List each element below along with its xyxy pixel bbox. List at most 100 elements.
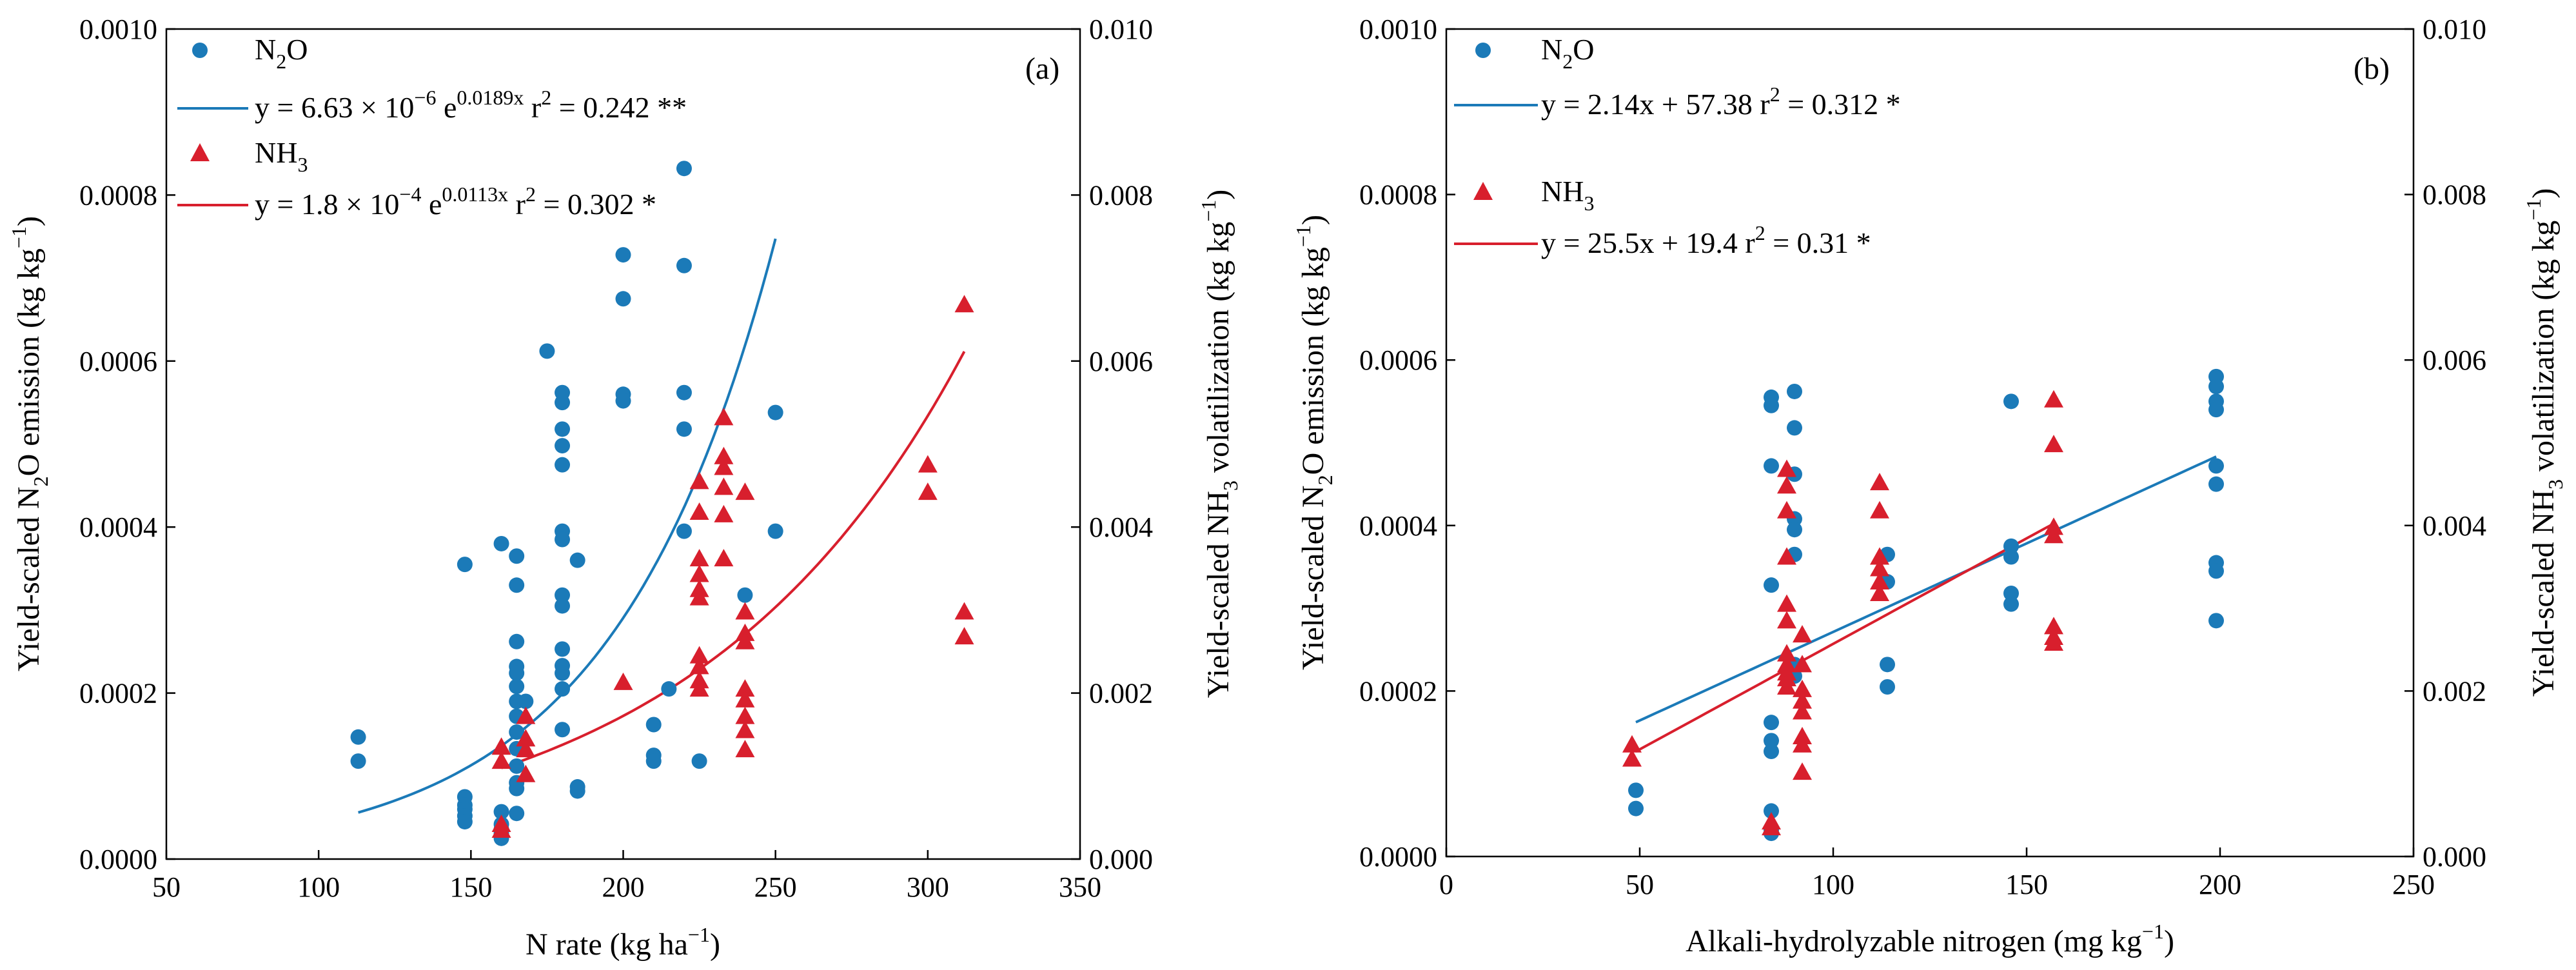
point-n2o xyxy=(2003,596,2019,612)
point-nh3 xyxy=(735,602,755,620)
y-right-tick-label: 0.010 xyxy=(1089,14,1153,45)
point-nh3 xyxy=(516,740,536,758)
legend-n2o-fit-equation: y = 2.14x + 57.38 r2 = 0.312 * xyxy=(1541,83,1901,121)
point-n2o xyxy=(493,804,509,820)
x-tick-label: 250 xyxy=(2392,869,2435,900)
point-n2o xyxy=(676,421,692,437)
legend-nh3-fit-equation: y = 1.8 × 10−4 e0.0113x r2 = 0.302 * xyxy=(255,183,656,221)
point-nh3 xyxy=(516,706,536,724)
panel-a: 50 100 150 200 250 300 350 0.0000 0.0002 0.0004 0.… xyxy=(7,14,1242,962)
point-n2o xyxy=(555,722,571,738)
point-nh3 xyxy=(2044,435,2063,453)
ticks-b: 0 50 100 150 200 250 0.0000 0.0002 0.0004 0.0006 0… xyxy=(1359,14,2486,900)
point-nh3 xyxy=(735,679,755,697)
point-n2o xyxy=(509,758,525,774)
y-right-tick-label: 0.008 xyxy=(2423,179,2486,211)
point-n2o xyxy=(1787,420,1802,436)
point-nh3 xyxy=(491,751,511,769)
point-nh3 xyxy=(735,689,755,708)
point-nh3 xyxy=(1777,476,1796,494)
fit-line-n2o xyxy=(1635,455,2217,724)
point-n2o xyxy=(539,343,555,359)
y-axis-right-label-b: Yield-scaled NH3 volatilization (kg kg−1… xyxy=(2522,188,2567,697)
point-n2o xyxy=(676,257,692,273)
y-left-tick-label: 0.0006 xyxy=(1359,344,1437,376)
point-n2o xyxy=(509,806,525,822)
point-nh3 xyxy=(714,408,734,426)
point-n2o xyxy=(2208,563,2224,579)
point-n2o xyxy=(555,598,571,614)
point-n2o xyxy=(661,681,677,697)
y-left-tick-label: 0.0010 xyxy=(1359,14,1437,45)
point-n2o xyxy=(509,577,525,593)
point-n2o xyxy=(555,641,571,657)
point-n2o xyxy=(518,693,534,709)
point-nh3 xyxy=(714,504,734,522)
point-nh3 xyxy=(954,627,974,645)
y-left-tick-label: 0.0008 xyxy=(79,179,157,211)
point-n2o xyxy=(615,393,631,409)
point-nh3 xyxy=(1793,735,1812,753)
point-nh3 xyxy=(2044,633,2063,651)
y-right-tick-label: 0.002 xyxy=(1089,678,1153,709)
point-nh3 xyxy=(714,549,734,567)
x-axis-label-b: Alkali-hydrolyzable nitrogen (mg kg−1) xyxy=(1686,920,2174,958)
point-n2o xyxy=(2208,476,2224,492)
legend-label-n2o: N2O xyxy=(1541,33,1594,73)
legend-marker-n2o xyxy=(192,43,208,58)
point-n2o xyxy=(555,531,571,548)
point-nh3 xyxy=(1762,818,1781,836)
point-n2o xyxy=(767,523,783,539)
point-n2o xyxy=(509,678,525,695)
point-n2o xyxy=(2208,379,2224,395)
x-axis-label-a: N rate (kg ha−1) xyxy=(526,923,720,962)
point-nh3 xyxy=(918,482,938,500)
x-tick-label: 100 xyxy=(1812,869,1854,900)
point-nh3 xyxy=(491,737,511,755)
point-nh3 xyxy=(1777,500,1796,519)
y-left-tick-label: 0.0000 xyxy=(1359,841,1437,873)
point-nh3 xyxy=(1793,655,1812,673)
x-tick-label: 200 xyxy=(602,871,645,903)
legend-label-nh3: NH3 xyxy=(1541,175,1594,215)
point-n2o xyxy=(767,404,783,421)
point-n2o xyxy=(555,587,571,603)
legend-label-n2o: N2O xyxy=(255,33,308,73)
point-n2o xyxy=(569,552,585,568)
point-nh3 xyxy=(954,602,974,620)
y-right-tick-label: 0.000 xyxy=(1089,844,1153,875)
point-n2o xyxy=(555,421,571,437)
point-nh3 xyxy=(689,657,709,675)
point-nh3 xyxy=(735,482,755,500)
point-n2o xyxy=(615,291,631,307)
point-nh3 xyxy=(1870,572,1889,590)
y-right-tick-label: 0.006 xyxy=(2423,344,2486,376)
point-n2o xyxy=(2003,549,2019,565)
point-nh3 xyxy=(1777,611,1796,629)
point-n2o xyxy=(569,783,585,799)
point-nh3 xyxy=(1870,500,1889,519)
panel-label-b: (b) xyxy=(2354,52,2390,86)
point-n2o xyxy=(645,753,662,769)
fit-lines-b xyxy=(1635,455,2217,753)
x-tick-label: 350 xyxy=(1059,871,1101,903)
point-n2o xyxy=(509,548,525,564)
point-nh3 xyxy=(689,646,709,664)
legend-n2o-fit-equation: y = 6.63 × 10−6 e0.0189x r2 = 0.242 ** xyxy=(255,86,687,124)
point-nh3 xyxy=(1777,677,1796,695)
y-left-tick-label: 0.0006 xyxy=(79,346,157,377)
point-n2o xyxy=(1764,715,1779,731)
x-tick-label: 300 xyxy=(907,871,949,903)
fit-line-nh3 xyxy=(1635,522,2054,753)
panel-b: 0 50 100 150 200 250 0.0000 0.0002 0.0004 0.0006 0… xyxy=(1292,14,2567,958)
point-nh3 xyxy=(1622,749,1642,767)
point-nh3 xyxy=(689,564,709,582)
point-n2o xyxy=(2003,393,2019,410)
y-left-tick-label: 0.0004 xyxy=(1359,510,1437,542)
point-n2o xyxy=(676,384,692,401)
legend-a: N2O y = 6.63 × 10−6 e0.0189x r2 = 0.242 *… xyxy=(177,33,687,221)
point-nh3 xyxy=(1870,559,1889,577)
panel-label-a: (a) xyxy=(1025,52,1059,86)
point-n2o xyxy=(555,457,571,473)
